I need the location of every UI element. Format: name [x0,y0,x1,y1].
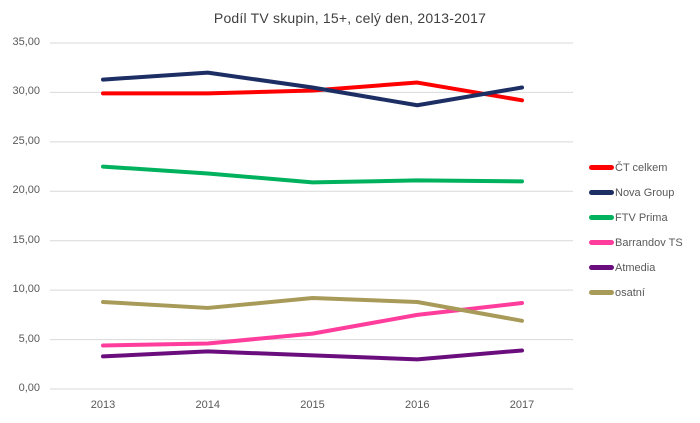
chart-legend: ČT celkem Nova Group FTV Prima Barrandov TS… [589,155,683,305]
legend-label: osatní [615,286,645,299]
legend-item-2: FTV Prima [589,205,683,230]
legend-swatch-icon [589,265,614,270]
legend-item-3: Barrandov TS [589,230,683,255]
series-line-4 [101,348,524,362]
y-tick-label: 5,00 [18,332,40,345]
legend-swatch-icon [589,240,614,245]
y-tick-label: 25,00 [12,134,40,147]
legend-label: ČT celkem [615,161,668,174]
y-tick-label: 0,00 [18,382,40,394]
legend-item-4: Atmedia [589,255,683,280]
y-tick-label: 20,00 [12,184,40,197]
series-line-0 [101,80,524,103]
x-tick-label: 2013 [90,399,116,411]
legend-label: Barrandov TS [615,236,683,249]
series-line-1 [101,70,524,108]
x-tick-label: 2017 [509,399,535,411]
legend-swatch-icon [589,190,614,195]
series-line-5 [101,296,524,323]
series-line-3 [101,300,524,348]
y-tick-label: 35,00 [12,36,40,48]
series-line-2 [101,164,524,185]
y-tick-label: 30,00 [12,85,40,98]
x-tick-label: 2015 [300,399,325,411]
x-tick-label: 2016 [405,399,430,411]
y-tick-label: 15,00 [12,233,40,246]
legend-label: FTV Prima [615,211,668,224]
x-tick-label: 2014 [195,399,220,411]
legend-swatch-icon [589,215,614,220]
legend-item-5: osatní [589,280,683,305]
y-tick-label: 10,00 [12,283,40,296]
legend-item-1: Nova Group [589,180,683,205]
legend-label: Nova Group [615,186,675,199]
legend-item-0: ČT celkem [589,155,683,180]
legend-swatch-icon [589,290,614,295]
chart-title: Podíl TV skupin, 15+, celý den, 2013-201… [213,10,487,26]
legend-swatch-icon [589,165,614,170]
legend-label: Atmedia [615,261,656,274]
